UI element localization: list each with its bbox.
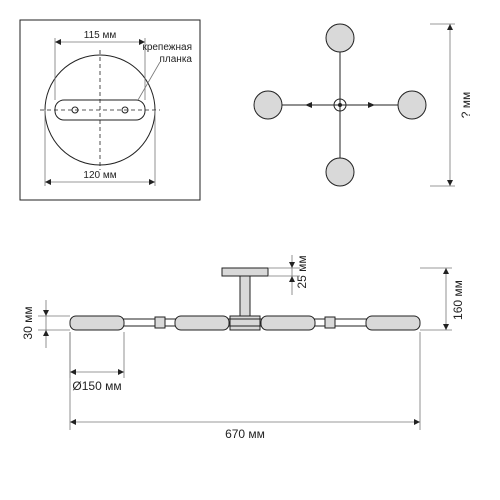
unknown-dim-label: ? мм [459,92,473,119]
diagram-root: 115 мм крепежная планка 120 мм [0,0,500,500]
side-view: 25 мм 30 мм Ø150 мм 670 мм 160 мм [21,255,465,441]
strip-width-label: 115 мм [84,30,117,41]
head-h-label: 30 мм [21,306,35,339]
head-d-label: Ø150 мм [72,379,121,393]
strip-caption-1: крепежная [142,42,192,53]
top-view: ? мм [254,24,473,186]
mount-h-label: 25 мм [295,255,309,288]
strip-caption-2: планка [160,54,193,65]
overall-h-label: 160 мм [451,280,465,320]
overall-w-label: 670 мм [225,427,265,441]
mounting-plate-inset: 115 мм крепежная планка 120 мм [20,20,200,200]
circle-d-label: 120 мм [83,170,116,181]
